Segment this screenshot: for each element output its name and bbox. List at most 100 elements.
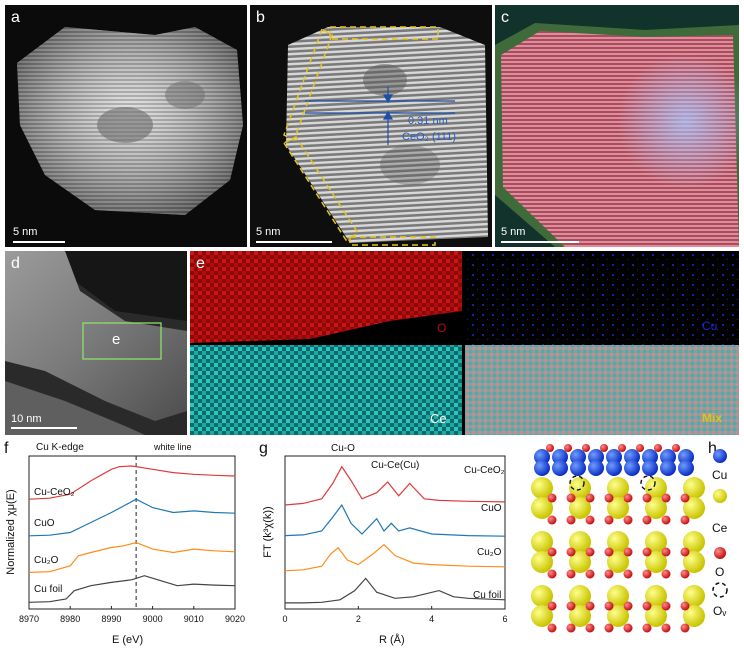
o-atom (642, 623, 652, 633)
panel-b-haadf-image: 0.31 nm CeO₂ (111) b 5 nm (250, 5, 492, 247)
plot-f-x-tick-label: 9020 (225, 614, 245, 624)
cu-atom (606, 449, 622, 465)
cu-atom (588, 449, 604, 465)
ce-atom (531, 551, 553, 573)
ce-atom (683, 605, 705, 627)
o-atom (547, 547, 557, 557)
cu-atom (642, 460, 658, 476)
structure-legend (712, 449, 728, 598)
eds-map-ce-label: Ce (430, 411, 447, 426)
o-atom (636, 444, 644, 452)
facet-outline (282, 26, 439, 246)
oxygen-vacancy (569, 475, 585, 491)
plot-f-series-line-3 (28, 575, 236, 603)
cu-atom (534, 460, 550, 476)
plot-g-x-tick-label: 0 (282, 614, 287, 624)
ce-atom (531, 531, 553, 553)
plot-f-x-tick-label: 8990 (101, 614, 121, 624)
o-atom (623, 493, 633, 503)
o-atom (680, 569, 690, 579)
cu-atom (624, 460, 640, 476)
eds-map-mix-label: Mix (702, 411, 723, 425)
plot-f-x-tick-label: 9010 (184, 614, 204, 624)
panel-c-scale-label: 5 nm (501, 226, 526, 238)
panel-d-haadf-image: e d 10 nm (5, 251, 187, 435)
plot-g-legend-cu-ceo2: Cu-CeO₂ (464, 465, 505, 476)
plot-g-series-line-1 (284, 503, 506, 537)
o-atom (566, 623, 576, 633)
panel-d-region (5, 251, 187, 435)
ce-atom (569, 605, 591, 627)
o-atom (582, 444, 590, 452)
o-atom (547, 601, 557, 611)
plot-f-series-line-0 (28, 465, 236, 500)
plot-g-xlabel: R (Å) (379, 634, 405, 646)
plot-f-ylabel: Normalized χμ(E) (5, 489, 17, 575)
o-atom (618, 444, 626, 452)
ce-atom (607, 551, 629, 573)
o-atom (642, 547, 652, 557)
eds-region-box (82, 322, 162, 360)
plot-g-peak-cu-o: Cu-O (331, 443, 355, 454)
plot-f-x-tick-label: 9000 (143, 614, 163, 624)
o-atom (600, 444, 608, 452)
o-atom (623, 623, 633, 633)
o-atom (585, 515, 595, 525)
o-atom (566, 493, 576, 503)
plot-g-frame (284, 455, 506, 610)
o-atom-legend-icon (714, 547, 726, 559)
panel-a-haadf-image: a 5 nm (5, 5, 247, 247)
lattice-plane-label: CeO₂ (111) (402, 131, 456, 143)
o-atom (661, 493, 671, 503)
ce-atom (607, 477, 629, 499)
plot-f-label: f (4, 440, 9, 457)
o-atom (566, 569, 576, 579)
ce-atom (569, 477, 591, 499)
ce-atom (607, 497, 629, 519)
plot-f-legend-cuo: CuO (34, 518, 55, 529)
o-atom (604, 515, 614, 525)
ce-atom (531, 477, 553, 499)
panel-e-eds-maps: O Cu Ce Mix e (190, 251, 739, 435)
o-atom (661, 601, 671, 611)
o-atom (623, 515, 633, 525)
o-atom (623, 569, 633, 579)
ce-atom (531, 585, 553, 607)
ce-atom (569, 551, 591, 573)
panel-b-scale-label: 5 nm (256, 226, 281, 238)
lattice-spacing-marker (305, 87, 455, 145)
panel-a-scale-bar (13, 241, 65, 243)
plot-g-legend-cuo: CuO (481, 503, 502, 514)
legend-ce: Ce (712, 521, 728, 535)
panel-c-particle (495, 5, 739, 247)
legend-o: O (715, 565, 725, 579)
panel-b-scale-bar (256, 241, 332, 243)
eds-map-grid (190, 251, 739, 435)
plot-g-ylabel: FT (k³χ(k)) (262, 506, 274, 558)
plot-f-legend-cu-ceo2: Cu-CeO₂ (34, 487, 75, 498)
o-atom (680, 601, 690, 611)
ce-atom (569, 585, 591, 607)
panel-e-label: e (196, 255, 205, 272)
legend-ov: Oᵥ (713, 604, 727, 618)
ce-atom (607, 605, 629, 627)
o-atom (585, 601, 595, 611)
o-atom (566, 515, 576, 525)
structure-model-svg (530, 444, 728, 646)
oxygen-vacancy (640, 475, 656, 491)
o-atom (585, 547, 595, 557)
plot-f-annotation: white line (154, 442, 192, 452)
o-atom (623, 601, 633, 611)
o-atom (566, 547, 576, 557)
o-atom (680, 547, 690, 557)
o-atom (661, 547, 671, 557)
o-atom (547, 623, 557, 633)
o-atom (604, 493, 614, 503)
cu-atom (678, 449, 694, 465)
o-atom (546, 444, 554, 452)
o-atom (604, 547, 614, 557)
o-atom (585, 493, 595, 503)
plot-f-svg: 8970 8980 8990 9000 9010 9020 (19, 455, 245, 624)
o-atom (604, 601, 614, 611)
plot-f-series-line-1 (28, 498, 236, 537)
